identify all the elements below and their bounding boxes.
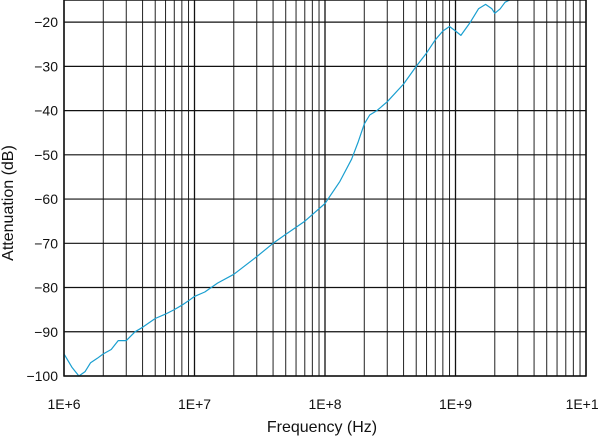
x-tick-label: 1E+6 xyxy=(47,396,80,412)
minor-gridlines xyxy=(102,0,581,376)
x-tick-label: 1E+10 xyxy=(566,396,599,412)
y-tick-label: −80 xyxy=(34,280,58,296)
x-axis-label: Frequency (Hz) xyxy=(267,419,377,436)
x-tick-label: 1E+7 xyxy=(178,396,211,412)
y-tick-label: −20 xyxy=(34,14,58,30)
x-tick-label: 1E+9 xyxy=(439,396,472,412)
y-tick-label: −30 xyxy=(34,58,58,74)
y-tick-label: −70 xyxy=(34,235,58,251)
y-tick-label: −100 xyxy=(26,368,58,384)
series-line xyxy=(63,0,510,377)
plot-frame xyxy=(63,0,587,377)
y-tick-label: −90 xyxy=(34,324,58,340)
y-tick-label: −40 xyxy=(34,103,58,119)
y-axis-label: Attenuation (dB) xyxy=(0,145,17,261)
x-tick-labels: 1E+6 1E+7 1E+8 1E+9 1E+10 xyxy=(47,396,599,412)
series-layer xyxy=(63,0,510,377)
y-tick-label: −50 xyxy=(34,147,58,163)
y-tick-label: −60 xyxy=(34,191,58,207)
y-tick-labels: −20 −30 −40 −50 −60 −70 −80 −90 −100 xyxy=(26,14,58,384)
x-tick-label: 1E+8 xyxy=(308,396,341,412)
